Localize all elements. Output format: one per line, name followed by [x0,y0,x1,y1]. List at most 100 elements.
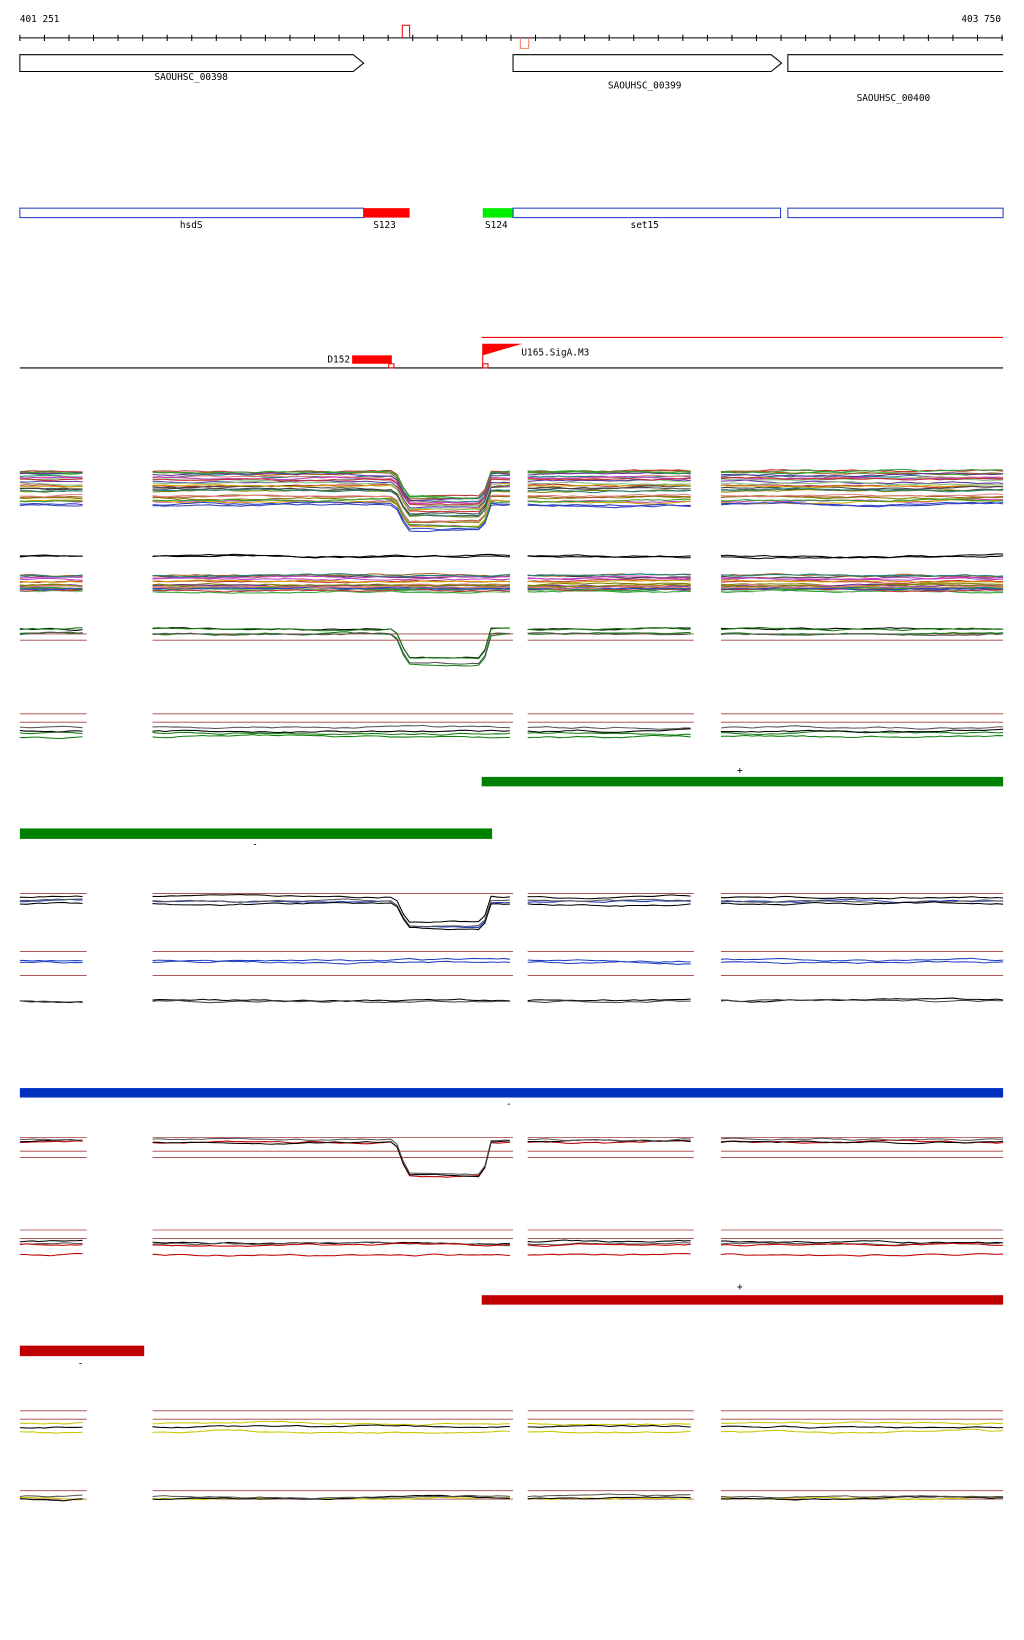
signal-line [527,1000,691,1004]
signal-line [19,580,83,583]
signal-line [19,1426,83,1429]
signal-line [720,576,1004,581]
strand-bar [19,1088,1004,1098]
signal-line [19,1252,83,1257]
signal-line [152,488,510,517]
signal-line [720,1140,1004,1145]
signal-line [152,959,510,965]
signal-line [720,901,1004,906]
signal-line [19,482,83,486]
signal-line [720,1240,1004,1244]
signal-line [152,901,510,931]
signal-line [527,481,691,486]
signal-line [152,586,510,590]
signal-line [152,553,510,559]
signal-line [152,577,510,581]
signal-line [527,470,691,475]
signal-line [152,588,510,593]
signal-line [720,485,1004,490]
signal-line [527,1243,691,1248]
signal-line [720,1428,1004,1434]
signal-line [527,1239,691,1243]
signal-line [527,489,691,494]
feature [363,208,410,218]
signal-line [527,483,691,487]
signal-line [720,481,1004,486]
feature [787,207,1004,219]
signal-line [720,554,1004,560]
signal-line [152,998,510,1002]
marker [519,37,530,49]
signal-line [527,582,691,587]
strand-bar [19,1345,145,1357]
signal-line [720,498,1004,502]
strand-bar [19,828,493,839]
signal-line [527,504,691,509]
signal-line [19,1239,83,1243]
signal-line [152,894,510,924]
signal-line [152,627,510,659]
signal-line [527,489,691,494]
signal-line [152,1242,510,1247]
signal-line [19,493,83,498]
signal-line [527,728,691,733]
signal-line [19,1498,83,1502]
signal-line [527,1253,691,1256]
signal-line [19,480,83,483]
signal-line [720,725,1004,730]
feature-label: S124 [485,220,508,231]
signal-line [152,480,510,511]
strand-label: + [737,1282,743,1293]
signal-line [527,1496,691,1500]
signal-line [720,1425,1004,1429]
signal-line [720,998,1004,1003]
signal-line [527,590,691,593]
signal-line [720,997,1004,1003]
signal-line [19,1138,83,1141]
gene-label: SAOUHSC_00398 [154,72,228,83]
signal-line [19,577,83,581]
signal-line [720,553,1004,559]
signal-line [19,574,83,578]
signal-line [720,960,1004,965]
signal-line [527,903,691,907]
signal-line [527,1424,691,1428]
signal-line [720,501,1004,507]
signal-line [720,493,1004,498]
strand-label: - [252,839,258,850]
signal-line [152,734,510,739]
signal-line [152,724,510,730]
signal-line [152,590,510,594]
signal-line [19,489,83,493]
promoter [352,355,392,364]
signal-line [19,471,83,475]
signal-line [19,474,83,478]
signal-line [720,487,1004,493]
signal-line [19,576,83,579]
signal-line [152,1429,510,1434]
signal-line [19,736,83,740]
signal-line [19,470,83,473]
signal-line [152,999,510,1004]
signal-line [152,585,510,589]
marker [482,363,489,369]
signal-line [152,498,510,528]
signal-line [19,503,83,506]
signal-line [527,555,691,559]
feature-label: S123 [373,220,396,231]
signal-line [19,1421,83,1425]
signal-line [19,485,83,488]
signal-line [19,901,83,905]
signal-line [19,1243,83,1246]
signal-line [152,1424,510,1429]
signal-line [152,729,510,734]
signal-line [152,627,510,660]
ruler-end: 403 750 [961,14,1001,25]
signal-line [527,476,691,480]
signal-line [527,585,691,590]
strand-label: - [78,1359,84,1370]
signal-line [720,899,1004,904]
signal-line [527,731,691,736]
signal-line [720,476,1004,481]
gene-label: SAOUHSC_00400 [857,93,931,104]
